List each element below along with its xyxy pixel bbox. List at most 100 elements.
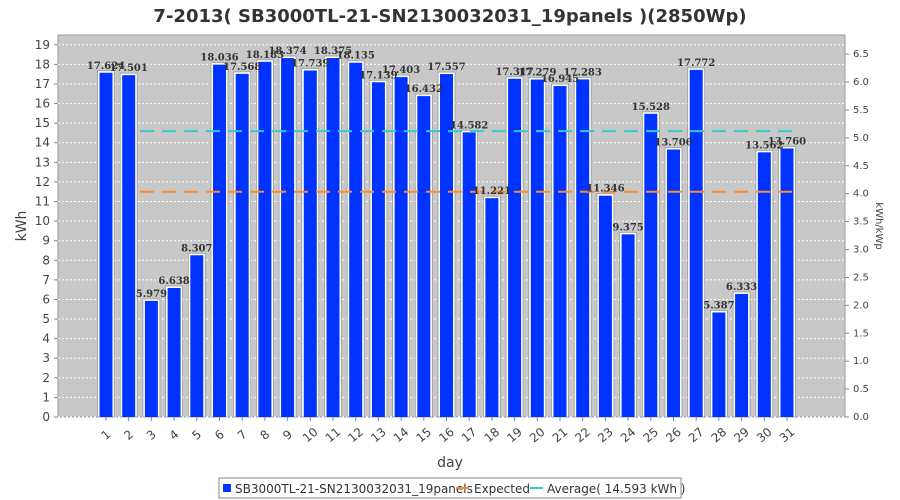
x-tick-label: 24 (618, 425, 639, 446)
x-tick-label: 18 (482, 425, 503, 446)
bar-value-label: 17.279 (518, 68, 556, 79)
y-tick-label: 3 (42, 351, 50, 365)
y-tick-label: 2 (42, 371, 50, 385)
bar (508, 78, 522, 418)
y2-tick-label: 4.0 (853, 189, 869, 200)
y2-tick-label: 3.5 (853, 217, 869, 228)
bar-value-label: 18.375 (314, 46, 352, 57)
x-tick-label: 1 (99, 427, 114, 443)
legend-item-average: Average( 14.593 kWh ) (547, 482, 686, 496)
bar-series (97, 55, 796, 418)
bar (99, 72, 113, 417)
x-tick-label: 14 (391, 425, 412, 446)
bar-value-label: 9.375 (612, 222, 643, 233)
bar (235, 73, 249, 417)
bar (689, 69, 703, 417)
bar-value-label: 18.135 (337, 51, 375, 62)
y-tick-label: 16 (35, 97, 50, 111)
y-tick-label: 10 (35, 214, 50, 228)
x-axis-ticks: 1 2 3 4 5 6 7 8 9 10 11 12 13 14 15 16 17 18 19 20 21 22 23 24 2… (99, 417, 798, 446)
bar (735, 293, 749, 417)
x-tick-label: 12 (345, 425, 366, 446)
bar-value-label: 17.568 (223, 62, 261, 73)
y-tick-label: 4 (42, 332, 50, 346)
x-axis-label: day (437, 455, 463, 471)
y-tick-label: 12 (35, 175, 50, 189)
bar (644, 113, 658, 418)
x-tick-label: 29 (731, 425, 752, 446)
bar-value-label: 13.706 (654, 138, 692, 149)
bar (326, 58, 340, 418)
x-tick-label: 26 (663, 425, 684, 446)
bar (371, 82, 385, 418)
bar-value-label: 16.432 (405, 84, 443, 95)
y-tick-label: 9 (42, 234, 50, 248)
x-tick-label: 23 (595, 425, 616, 446)
bar-value-label: 5.387 (703, 300, 734, 311)
bar-value-label: 17.403 (382, 65, 420, 76)
y-tick-label: 18 (35, 57, 50, 71)
y2-tick-label: 5.5 (853, 105, 869, 116)
y2-tick-label: 2.5 (853, 272, 869, 283)
y-tick-label: 8 (42, 253, 50, 267)
legend-box (218, 477, 682, 499)
bar (303, 70, 317, 418)
bar (258, 61, 272, 418)
y-tick-label: 0 (42, 410, 50, 424)
bar-value-label: 17.624 (87, 61, 125, 72)
y-tick-label: 19 (35, 38, 50, 52)
bar (213, 64, 226, 417)
x-tick-label: 27 (686, 425, 707, 446)
bar-value-label: 17.139 (359, 70, 397, 81)
y2-axis-label: kWh/kWp (873, 202, 884, 249)
bar (667, 149, 680, 417)
bar (780, 148, 794, 417)
bar (462, 132, 476, 418)
bar (417, 96, 431, 418)
bar-value-label: 13.760 (768, 136, 806, 147)
x-tick-label: 21 (550, 425, 571, 446)
y2-tick-label: 2.0 (853, 300, 869, 311)
legend: SB3000TL-21-SN2130032031_19panels Expect… (218, 477, 686, 499)
bar-value-label: 16.945 (541, 74, 579, 85)
data-labels: 17.62417.5015.9796.6388.30718.03617.5681… (87, 46, 806, 311)
bar (394, 77, 408, 418)
bar-value-label: 18.183 (246, 50, 284, 61)
y2-tick-label: 6.5 (853, 49, 869, 60)
bar-value-label: 17.317 (495, 67, 533, 78)
x-tick-label: 30 (754, 425, 775, 446)
y2-tick-label: 1.0 (853, 356, 869, 367)
y2-tick-label: 3.0 (853, 245, 869, 256)
legend-swatch-bar (223, 484, 231, 492)
x-tick-label: 6 (212, 427, 227, 443)
bar (485, 198, 499, 417)
bar-value-label: 18.374 (268, 46, 306, 57)
y2-tick-label: 5.0 (853, 133, 869, 144)
bar-value-label: 15.528 (632, 102, 670, 113)
y-tick-label: 14 (35, 136, 50, 150)
bar-value-label: 17.772 (677, 58, 715, 69)
chart-title: 7-2013( SB3000TL-21-SN2130032031_19panel… (153, 6, 746, 27)
y-tick-label: 5 (42, 312, 50, 326)
x-tick-label: 22 (572, 425, 593, 446)
y2-tick-label: 0.5 (853, 384, 869, 395)
bar-value-label: 6.333 (726, 282, 757, 293)
y-tick-label: 1 (42, 390, 50, 404)
bar-value-label: 11.221 (473, 186, 511, 197)
bar (553, 86, 567, 418)
x-tick-label: 16 (436, 425, 457, 446)
x-tick-label: 4 (167, 427, 182, 443)
x-tick-label: 31 (777, 425, 798, 446)
x-tick-label: 15 (413, 425, 434, 446)
bar-value-label: 17.501 (110, 63, 148, 74)
bar (440, 74, 453, 418)
bar-value-label: 6.638 (158, 276, 189, 287)
x-tick-label: 2 (121, 427, 136, 443)
y-tick-label: 17 (35, 77, 50, 91)
x-tick-label: 7 (235, 427, 250, 443)
bar (190, 255, 204, 417)
x-tick-label: 11 (323, 425, 344, 446)
y-axis-label: kWh (14, 211, 30, 242)
